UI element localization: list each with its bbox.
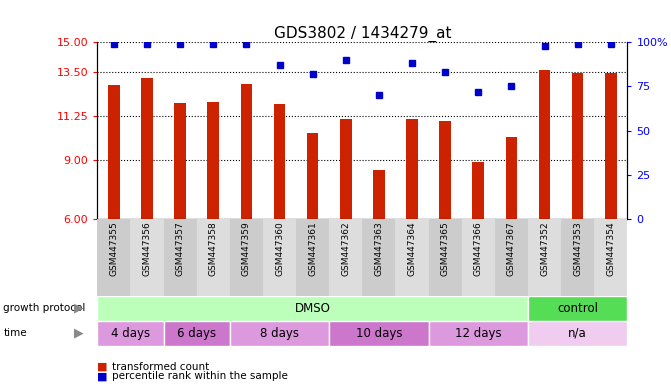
Text: GSM447366: GSM447366 (474, 221, 483, 276)
Bar (296, 219, 329, 296)
Text: 10 days: 10 days (356, 327, 402, 339)
Bar (395, 219, 429, 296)
Bar (274, 104, 285, 219)
Text: time: time (3, 328, 27, 338)
Bar (329, 321, 429, 346)
Text: DMSO: DMSO (295, 302, 331, 314)
Bar (506, 137, 517, 219)
Bar (561, 219, 595, 296)
Text: percentile rank within the sample: percentile rank within the sample (112, 371, 288, 381)
Bar (229, 219, 263, 296)
Bar (572, 73, 584, 219)
Text: control: control (557, 302, 598, 314)
Text: GSM447356: GSM447356 (142, 221, 152, 276)
Bar (362, 219, 395, 296)
Bar (340, 119, 352, 219)
Bar (406, 119, 418, 219)
Bar (197, 219, 229, 296)
Bar (97, 321, 164, 346)
Bar (108, 85, 119, 219)
Text: GSM447358: GSM447358 (209, 221, 218, 276)
Bar (307, 132, 319, 219)
Text: ■: ■ (97, 371, 108, 381)
Text: 12 days: 12 days (455, 327, 502, 339)
Text: ▶: ▶ (74, 302, 84, 314)
Bar (429, 321, 528, 346)
Text: GSM447359: GSM447359 (242, 221, 251, 276)
Bar (329, 219, 362, 296)
Bar (528, 219, 561, 296)
Bar (373, 170, 384, 219)
Bar (440, 121, 451, 219)
Bar (97, 296, 528, 321)
Title: GDS3802 / 1434279_at: GDS3802 / 1434279_at (274, 26, 451, 42)
Bar (164, 321, 229, 346)
Bar (207, 102, 219, 219)
Text: GSM447357: GSM447357 (176, 221, 185, 276)
Text: GSM447360: GSM447360 (275, 221, 284, 276)
Text: growth protocol: growth protocol (3, 303, 86, 313)
Text: ■: ■ (97, 362, 108, 372)
Text: GSM447353: GSM447353 (573, 221, 582, 276)
Bar (595, 219, 627, 296)
Text: n/a: n/a (568, 327, 587, 339)
Bar (164, 219, 197, 296)
Bar (130, 219, 164, 296)
Text: GSM447354: GSM447354 (607, 221, 615, 276)
Bar (472, 162, 484, 219)
Text: 8 days: 8 days (260, 327, 299, 339)
Text: 4 days: 4 days (111, 327, 150, 339)
Text: GSM447364: GSM447364 (407, 221, 417, 276)
Text: GSM447355: GSM447355 (109, 221, 118, 276)
Bar (495, 219, 528, 296)
Bar (462, 219, 495, 296)
Bar (605, 73, 617, 219)
Bar (539, 70, 550, 219)
Bar (528, 296, 627, 321)
Text: GSM447361: GSM447361 (308, 221, 317, 276)
Bar (97, 219, 130, 296)
Bar (229, 321, 329, 346)
Text: GSM447363: GSM447363 (374, 221, 383, 276)
Bar (141, 78, 153, 219)
Text: ▶: ▶ (74, 327, 84, 339)
Text: GSM447367: GSM447367 (507, 221, 516, 276)
Text: transformed count: transformed count (112, 362, 209, 372)
Text: GSM447362: GSM447362 (342, 221, 350, 276)
Bar (241, 84, 252, 219)
Bar (429, 219, 462, 296)
Text: GSM447365: GSM447365 (441, 221, 450, 276)
Text: 6 days: 6 days (177, 327, 216, 339)
Bar (174, 103, 186, 219)
Text: GSM447352: GSM447352 (540, 221, 549, 276)
Bar (528, 321, 627, 346)
Bar (263, 219, 296, 296)
